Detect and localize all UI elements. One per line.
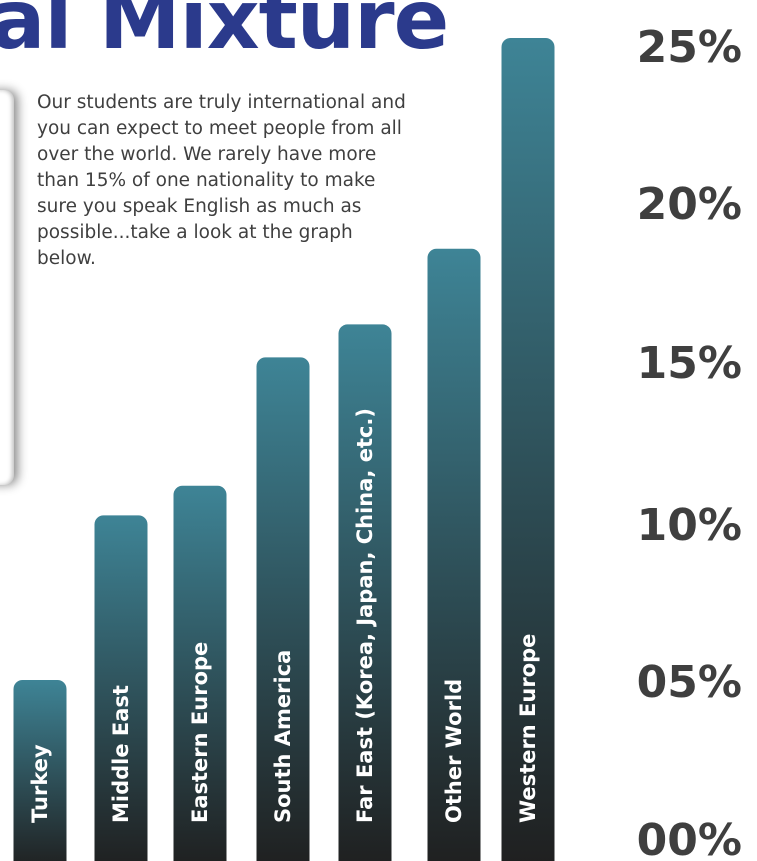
page-title: al Mixture — [0, 0, 449, 68]
bar-label-2: Eastern Europe — [188, 642, 212, 823]
bar-label-6: Western Europe — [516, 634, 540, 823]
bar-label-4: Far East (Korea, Japan, China, etc.) — [353, 408, 377, 823]
bar-label-3: South America — [271, 650, 295, 823]
bar-2 — [173, 485, 227, 861]
bar-label-5: Other World — [442, 679, 466, 823]
y-tick-label-1: 05% — [637, 657, 742, 708]
bar-4 — [338, 324, 392, 861]
y-tick-label-3: 15% — [637, 338, 742, 389]
bar-3 — [256, 357, 310, 861]
bar-label-0: Turkey — [28, 744, 52, 823]
y-tick-label-2: 10% — [637, 500, 742, 551]
y-tick-label-4: 20% — [637, 179, 742, 230]
intro-paragraph: Our students are truly international and… — [37, 92, 406, 269]
y-tick-label-5: 25% — [637, 22, 742, 73]
bar-0 — [13, 679, 67, 861]
bar-5 — [427, 248, 481, 861]
y-tick-label-0: 00% — [637, 815, 742, 861]
bar-label-1: Middle East — [109, 685, 133, 823]
side-panel — [0, 90, 14, 485]
bar-6 — [501, 38, 555, 861]
bar-1 — [94, 515, 148, 861]
